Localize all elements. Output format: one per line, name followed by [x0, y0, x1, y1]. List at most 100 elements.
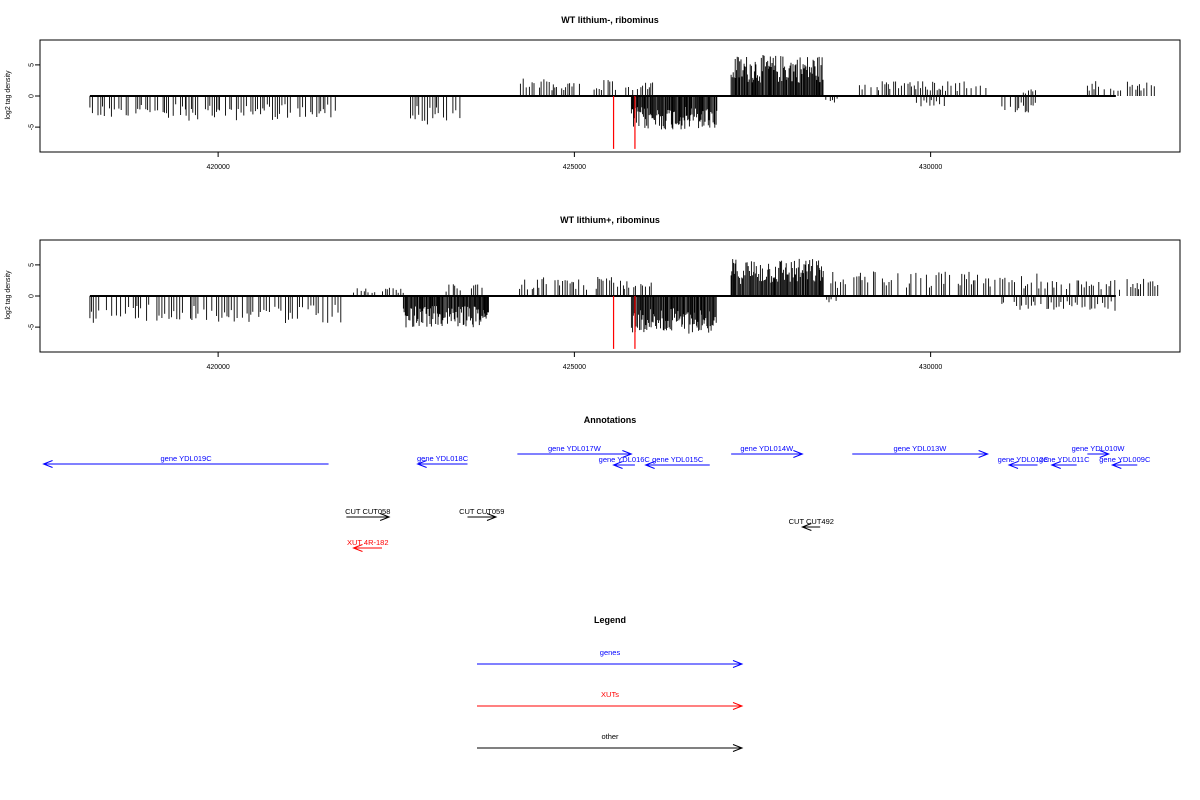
feature-label: XUT 4R-182	[347, 538, 389, 547]
density-segment-plus	[625, 82, 654, 96]
y-tick-label: -5	[29, 324, 36, 330]
feature-label: gene YDL019C	[160, 454, 212, 463]
x-tick-label: 420000	[206, 164, 229, 171]
density-segment-minus	[630, 296, 717, 334]
arrowhead-icon	[486, 513, 498, 521]
density-segment-minus	[1001, 296, 1116, 311]
annotations-track: Annotations gene YDL019C gene YDL018Cgene…	[42, 415, 1151, 552]
density-segment-plus	[1060, 278, 1159, 296]
feature: gene YDL019C	[42, 454, 329, 468]
density-segment-minus	[89, 296, 342, 323]
density-segment-minus	[410, 96, 461, 125]
arrowhead-icon	[1007, 461, 1019, 469]
density-segment-plus	[972, 273, 1058, 296]
y-tick-label: 5	[29, 263, 36, 267]
feature-list: gene YDL019C gene YDL018C gene YDL017W gene…	[42, 444, 1151, 552]
density-segment-minus	[185, 96, 336, 121]
feature-label: gene YDL016C	[599, 455, 651, 464]
feature: gene YDL016C	[599, 455, 651, 469]
x-tick-label: 430000	[919, 164, 942, 171]
arrowhead-icon	[352, 544, 363, 552]
panel-title: WT lithium-, ribominus	[561, 15, 659, 25]
feature-label: gene YDL018C	[417, 454, 469, 463]
arrowhead-icon	[1110, 461, 1122, 469]
feature-label: gene YDL015C	[652, 455, 704, 464]
density-segment-plus	[730, 55, 824, 96]
legend-item: other	[477, 732, 744, 752]
legend: Legend genes XUTs other	[477, 615, 744, 752]
arrowhead-icon	[42, 460, 53, 468]
feature: CUT CUT059	[459, 507, 504, 521]
arrowhead-icon	[732, 702, 744, 710]
density-segment-minus	[915, 96, 945, 107]
y-tick-label: 0	[29, 294, 36, 298]
feature: gene YDL012C	[998, 455, 1050, 469]
arrowhead-icon	[1099, 450, 1111, 458]
feature-label: CUT CUT492	[789, 517, 834, 526]
panel-lithium-plus: WT lithium+, ribominus log2 tag density …	[5, 215, 1181, 371]
feature: gene YDL018C	[416, 454, 469, 468]
density-segment-plus	[445, 284, 483, 296]
legend-label: other	[601, 732, 619, 741]
y-axis-label: log2 tag density	[5, 70, 12, 120]
density-segment-plus	[858, 81, 987, 96]
feature: gene YDL011C	[1039, 455, 1090, 469]
feature: gene YDL010W	[1072, 444, 1126, 458]
panel-lithium-minus: WT lithium-, ribominus log2 tag density …	[5, 15, 1181, 171]
legend-items: genes XUTs other	[477, 648, 744, 752]
feature: gene YDL013W	[852, 444, 990, 458]
density-segment-minus	[1001, 96, 1036, 113]
feature-label: CUT CUT059	[459, 507, 504, 516]
density-segment-plus	[830, 271, 972, 296]
y-axis-label: log2 tag density	[5, 270, 12, 320]
x-tick-label: 420000	[206, 364, 229, 371]
feature: CUT CUT058	[345, 507, 391, 521]
arrowhead-icon	[622, 450, 633, 458]
density-segment-minus	[402, 296, 489, 328]
feature: gene YDL017W	[517, 444, 633, 458]
legend-label: XUTs	[601, 690, 619, 699]
density-segment-plus	[730, 258, 824, 296]
axes: 5 0 -5 420000 425000 430000	[29, 239, 1181, 371]
feature-label: gene YDL010W	[1072, 444, 1126, 453]
feature: gene YDL009C	[1099, 455, 1151, 469]
y-tick-label: -5	[29, 124, 36, 130]
feature-label: gene YDL012C	[998, 455, 1050, 464]
x-tick-label: 430000	[919, 364, 942, 371]
density-segment-plus	[353, 287, 404, 296]
axes: 5 0 -5 420000 425000 430000	[29, 39, 1181, 171]
arrowhead-icon	[612, 461, 623, 469]
feature-label: gene YDL017W	[548, 444, 602, 453]
density-segment-plus	[519, 277, 624, 296]
y-tick-label: 0	[29, 94, 36, 98]
feature: XUT 4R-182	[347, 538, 389, 552]
feature: CUT CUT492	[789, 517, 834, 531]
panel-title: WT lithium+, ribominus	[560, 215, 660, 225]
feature-label: gene YDL013W	[894, 444, 948, 453]
arrowhead-icon	[732, 660, 744, 668]
arrowhead-icon	[732, 744, 744, 752]
arrowhead-icon	[416, 460, 427, 468]
arrowhead-icon	[793, 450, 804, 458]
arrowhead-icon	[800, 523, 812, 531]
x-tick-label: 425000	[563, 364, 586, 371]
arrowhead-icon	[1050, 461, 1061, 469]
feature-label: gene YDL011C	[1039, 455, 1090, 464]
x-tick-label: 425000	[563, 164, 586, 171]
feature-label: gene YDL009C	[1099, 455, 1151, 464]
y-tick-label: 5	[29, 63, 36, 67]
legend-item: genes	[477, 648, 744, 668]
density-segment-plus	[519, 78, 616, 96]
legend-item: XUTs	[477, 690, 744, 710]
density-segment-minus	[630, 96, 718, 130]
feature: gene YDL014W	[731, 444, 804, 458]
feature: gene YDL015C	[644, 455, 710, 469]
feature-label: gene YDL014W	[740, 444, 794, 453]
density-segment-plus	[623, 281, 652, 296]
arrowhead-icon	[978, 450, 990, 458]
density-bars	[89, 258, 1159, 349]
density-segment-minus	[89, 96, 186, 118]
legend-title: Legend	[594, 615, 626, 625]
feature-label: CUT CUT058	[345, 507, 390, 516]
